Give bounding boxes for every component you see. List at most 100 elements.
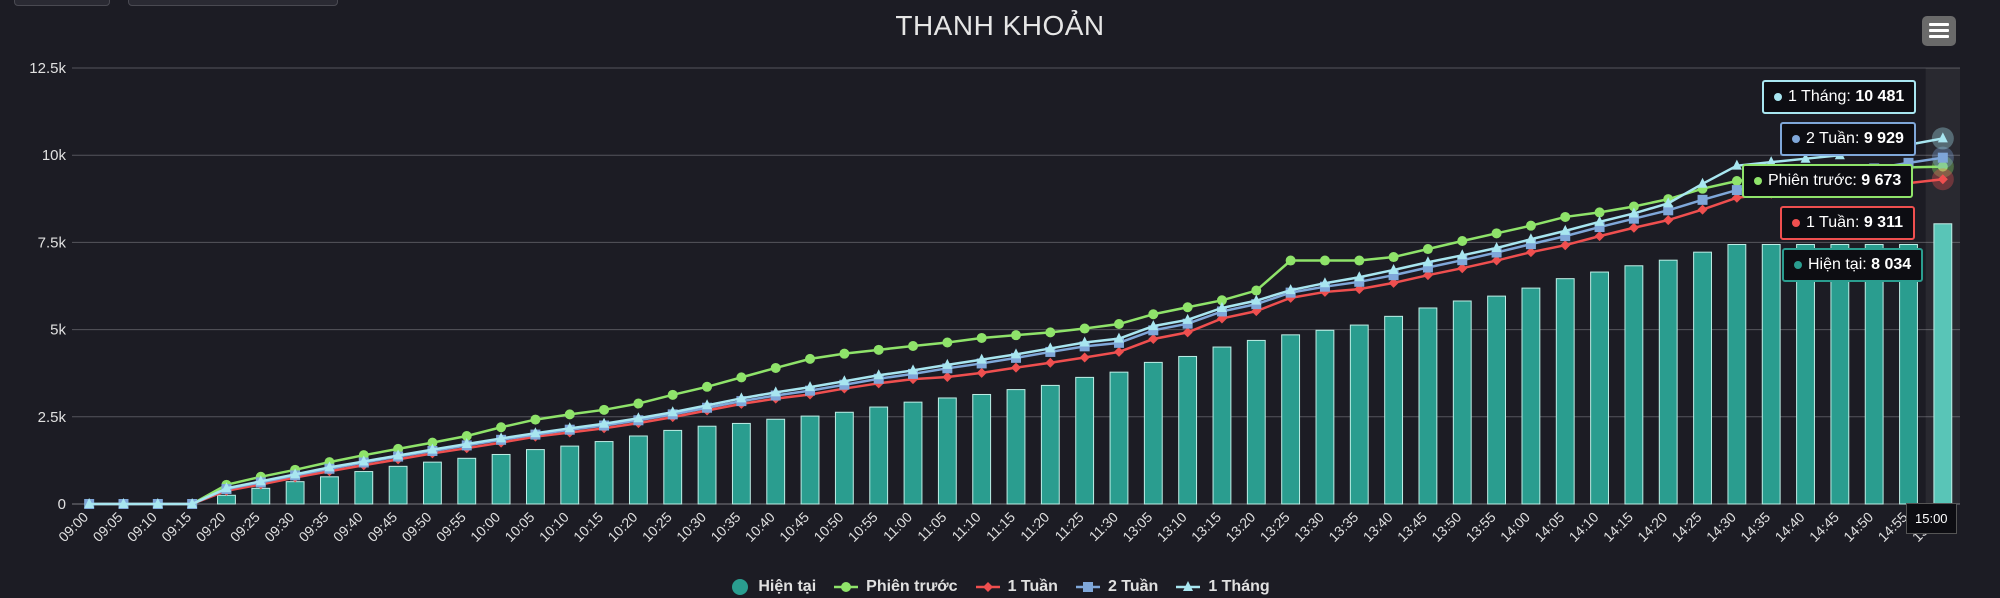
legend-label: 1 Tháng [1208,578,1270,595]
series-point-phiên-trước [1045,327,1056,338]
hover-halo [1931,168,1954,191]
series-point-1-tháng [1731,159,1742,170]
series-point-1-tháng [633,412,644,423]
series-point-1-tháng [290,468,301,479]
series-point-1-tuần [1628,222,1639,233]
series-point-phiên-trước [1216,295,1227,306]
bar [1487,295,1507,505]
bar [834,411,854,505]
x-tick-label: 10:45 [776,509,812,545]
series-point-phiên-trước [564,409,575,420]
bar [457,457,477,505]
tooltip-label: 1 Tháng [1788,88,1847,105]
y-tick-label: 12.5k [29,60,66,77]
series-point-1-tháng [1113,332,1124,343]
series-point-1-tháng [1354,271,1365,282]
series-point-phiên-trước [1388,252,1399,263]
series-point-2-tuần [1148,325,1159,336]
chart-legend: Hiện tại Phiên trước 1 Tuần 2 Tuần 1 Tháng [0,578,2000,596]
bar [731,422,751,505]
series-point-1-tháng [1628,207,1639,218]
series-point-1-tuần [1731,192,1742,203]
series-point-1-tháng [1319,277,1330,288]
series-point-1-tháng [1251,294,1262,305]
bar [766,418,786,505]
legend-item-1-tháng[interactable]: 1 Tháng [1176,578,1270,596]
y-tick-label: 7.5k [38,234,67,251]
tooltip-label: 1 Tuần [1806,214,1855,231]
top-tab-2[interactable] [128,0,338,6]
series-point-1-tháng [152,498,163,508]
circle-line-icon [834,582,859,592]
series-point-phiên-trước [839,348,850,359]
tooltip-dot-icon [1794,260,1802,269]
series-point-phiên-trước [1354,255,1365,266]
hover-halo [1931,146,1954,169]
x-tick-label: 09:00 [55,509,91,545]
x-tick-label: 14:00 [1497,509,1533,545]
series-point-1-tháng [702,399,713,410]
series-point-2-tuần [1903,157,1914,168]
x-tick-label: 11:15 [983,509,1019,545]
bar [697,425,717,505]
legend-item-hiện-tại[interactable]: Hiện tại [730,578,816,596]
series-point-1-tháng [1011,348,1021,359]
tooltip-phiên-trước: Phiên trước: 9 673 [1742,164,1914,198]
x-tick-label: 13:55 [1463,509,1499,545]
bar [1899,243,1918,505]
x-tick-label: 14:30 [1703,509,1739,545]
bar [1006,389,1026,505]
x-tick-label: 11:10 [948,509,984,545]
legend-item-2-tuần[interactable]: 2 Tuần [1075,578,1159,596]
series-point-2-tuần [1491,247,1502,258]
x-tick-label: 09:35 [295,509,331,545]
series-point-phiên-trước [1560,211,1571,222]
bar [1521,287,1541,505]
top-tab-1[interactable] [14,0,110,6]
bar [1040,384,1060,505]
series-point-phiên-trước [496,422,507,433]
series-point-phiên-trước [702,381,713,392]
legend-item-phiên-trước[interactable]: Phiên trước [834,578,958,596]
x-tick-label: 10:10 [536,509,572,545]
x-tick-label: 10:20 [604,509,640,545]
series-point-1-tuần [1011,362,1021,373]
x-tick-label: 13:40 [1360,509,1396,545]
series-point-2-tuần [1422,262,1433,273]
legend-label: 2 Tuần [1107,578,1159,595]
series-point-1-tháng [770,386,781,397]
series-point-1-tháng [1800,152,1811,163]
y-tick-label: 0 [58,496,66,513]
bar [1349,324,1369,505]
x-tick-label: 13:25 [1257,509,1293,545]
series-point-1-tháng [1560,224,1571,235]
series-point-1-tháng [1457,249,1468,260]
series-point-phiên-trước [1628,201,1639,212]
bar [525,449,545,505]
series-point-1-tháng [599,417,610,428]
y-tick-label: 2.5k [38,409,67,426]
series-point-1-tháng [1697,177,1708,188]
series-point-phiên-trước [633,398,644,409]
x-tick-label: 14:45 [1806,509,1842,545]
x-tick-label: 13:45 [1394,509,1430,545]
series-point-phiên-trước [1148,309,1159,320]
bar [560,445,580,505]
hamburger-menu-icon[interactable] [1922,16,1956,46]
series-point-1-tháng [1937,132,1948,143]
series-point-phiên-trước [667,389,678,400]
series-point-1-tháng [1148,320,1159,331]
series-point-1-tháng [976,353,987,364]
series-point-phiên-trước [1937,161,1948,172]
series-point-1-tháng [942,358,953,369]
series-point-1-tháng [1422,256,1433,267]
x-tick-label: 14:10 [1566,509,1602,545]
x-tick-label: 11:30 [1086,509,1122,545]
series-point-2-tuần [1457,255,1468,266]
series-point-1-tháng [1525,233,1536,244]
series-point-2-tuần [1388,270,1399,281]
tooltip-label: Hiện tại [1808,256,1863,273]
series-point-phiên-trước [1251,285,1262,296]
legend-item-1-tuần[interactable]: 1 Tuần [975,578,1058,596]
